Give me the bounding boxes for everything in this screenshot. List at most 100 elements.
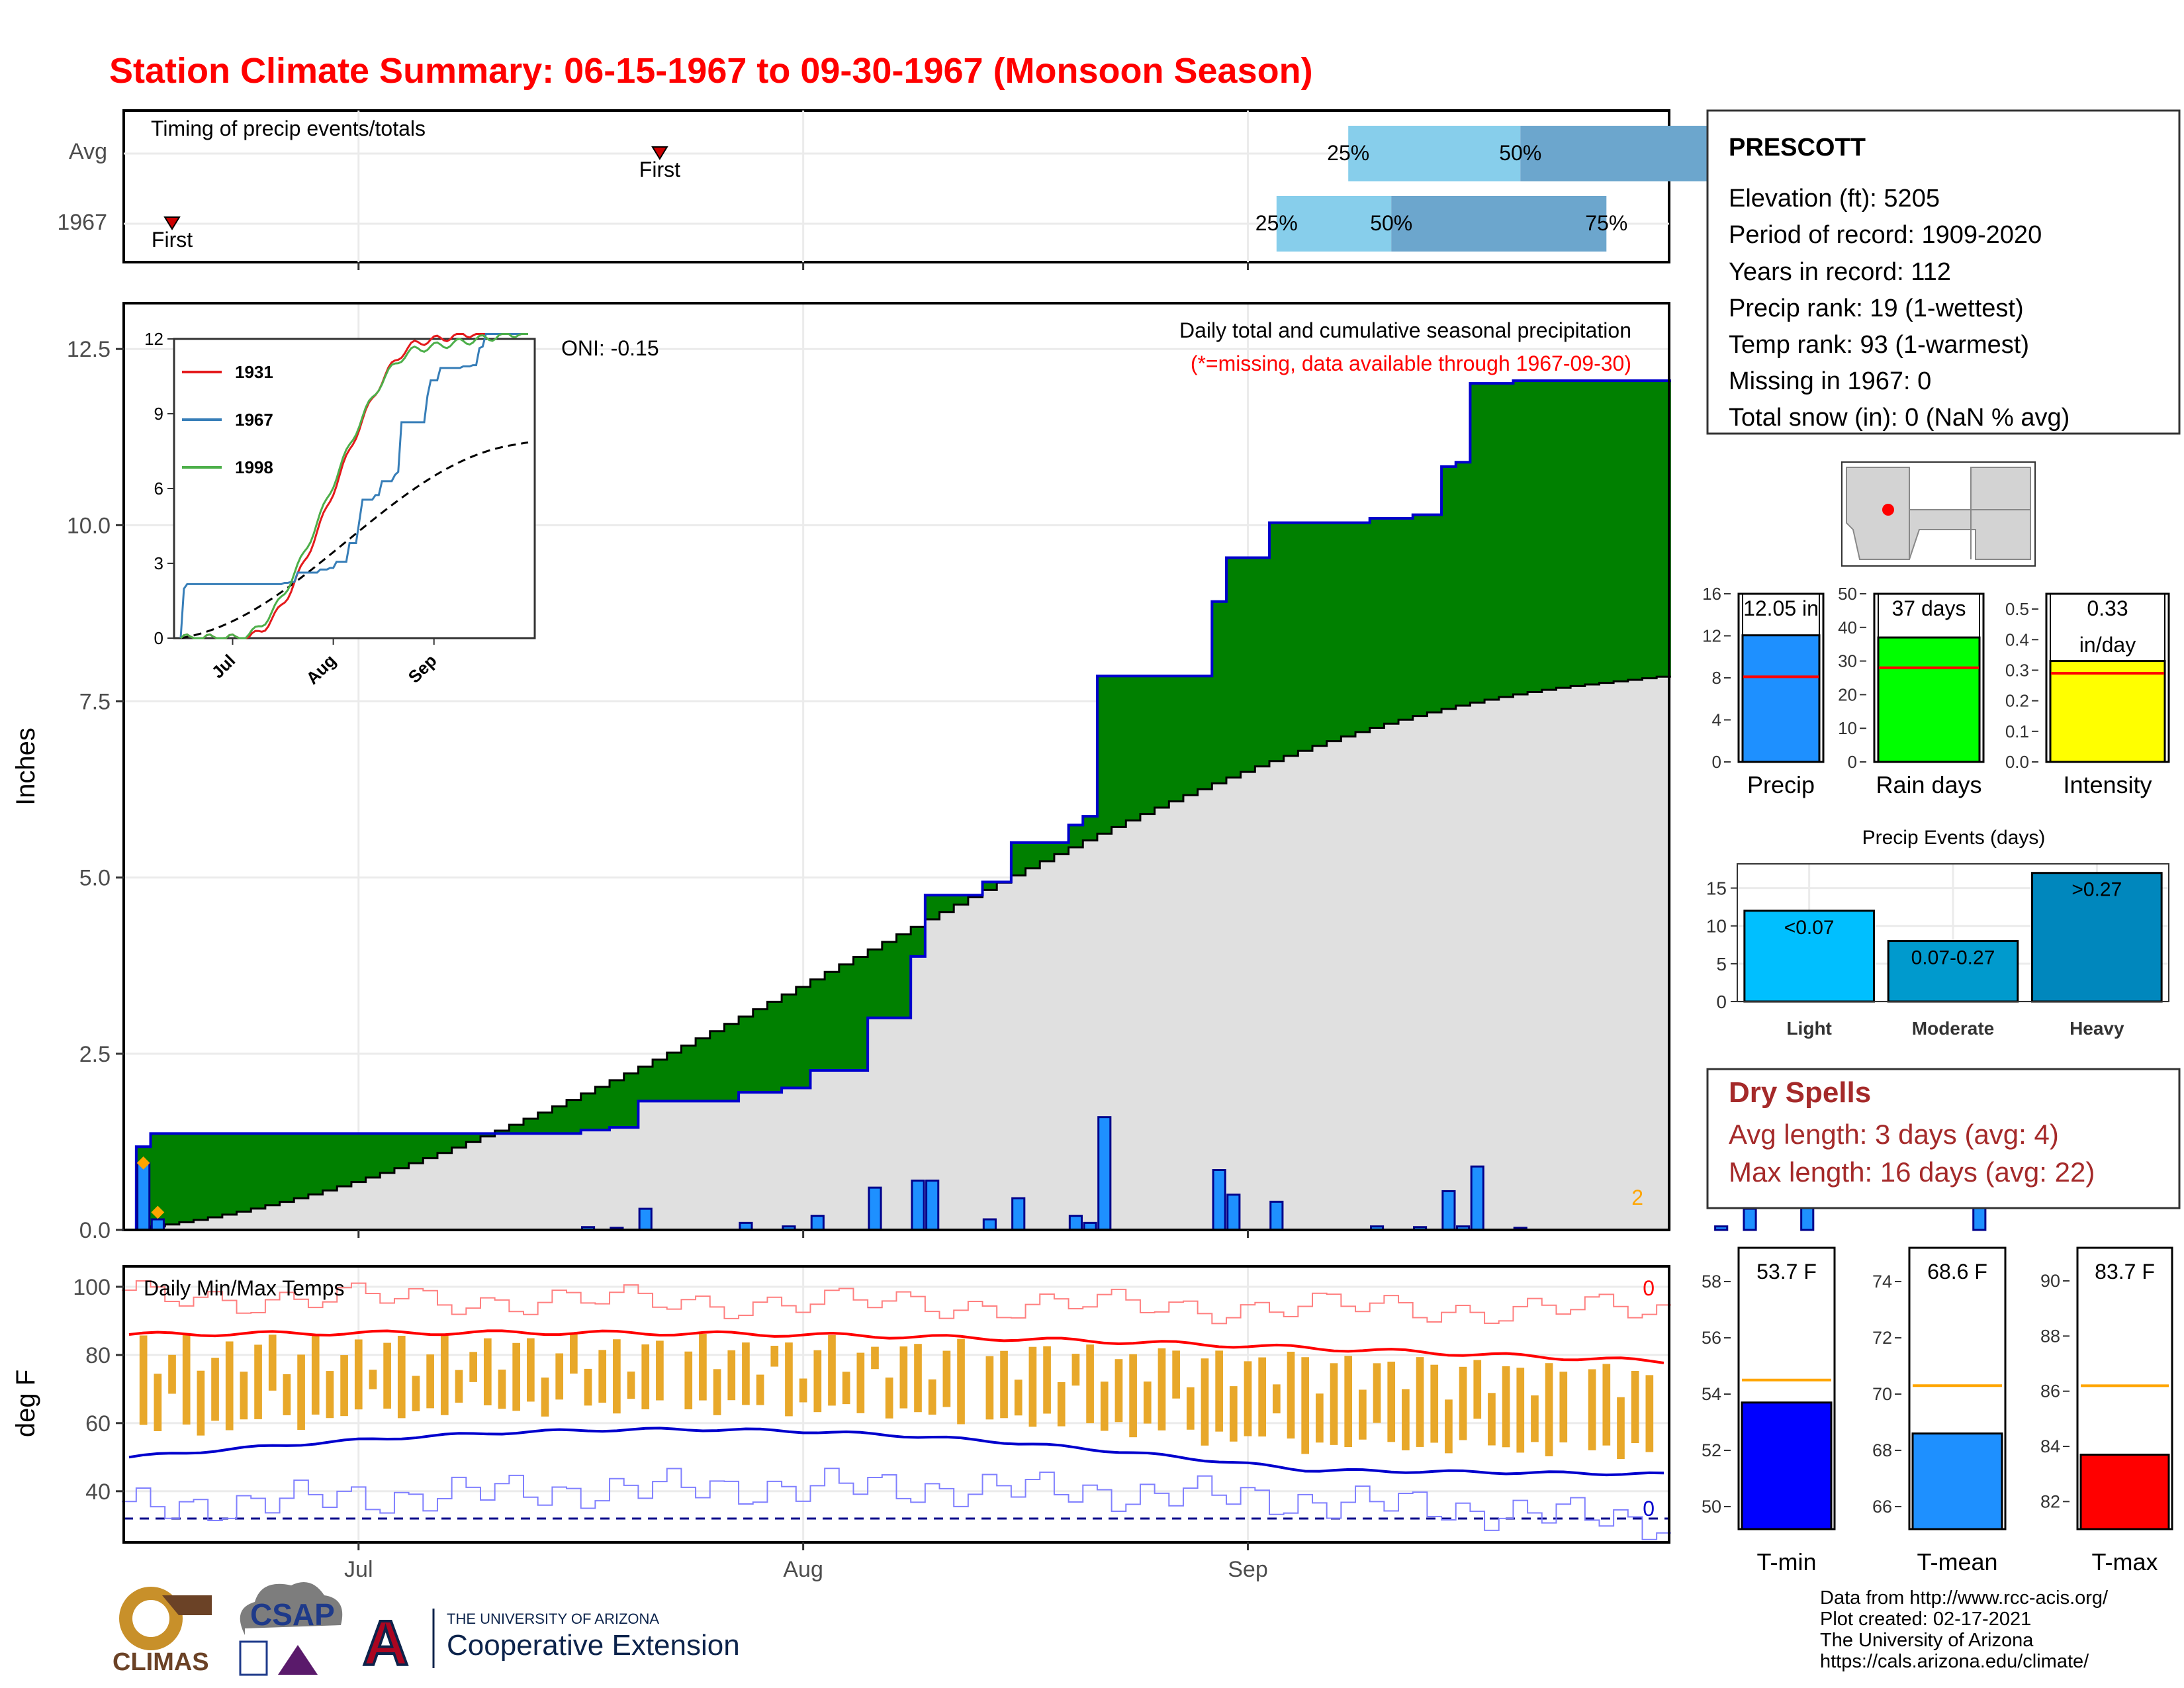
summary-y-tick-label: 12 [1702,626,1721,646]
daily-temp-bar [1387,1361,1396,1442]
daily-temp-bar [584,1368,592,1406]
event-bar-label: Moderate [1912,1018,1994,1039]
y-tick-label: 12.5 [67,337,111,362]
daily-precip-bar [1097,1116,1112,1231]
record-min-line [122,1468,1671,1540]
daily-precip-bar [150,1218,165,1231]
dry-spells-title: Dry Spells [1729,1076,1871,1109]
daily-temp-bar [1129,1354,1137,1438]
inset-y-tick-label: 0 [154,628,163,648]
daily-temp-bar [283,1374,291,1415]
min-record-count: 0 [1643,1497,1655,1521]
daily-temp-bar [1531,1395,1539,1442]
daily-temp-bar [1459,1366,1467,1440]
summary-y-tick-label: 0.2 [2005,691,2029,711]
temp-panel: 40 60 80 100 Jul Aug Sep deg F Daily Min/Max … [11,1265,1671,1582]
daily-temp-bar [1071,1354,1080,1386]
daily-temp-bar [512,1342,521,1411]
ua-big-text: Cooperative Extension [447,1629,740,1662]
daily-temp-bar [397,1335,406,1419]
temp-y-tick-label: 50 [1702,1497,1721,1517]
daily-temp-bar [756,1374,764,1405]
daily-precip-bar [136,1162,151,1231]
inset-avg-line [180,441,529,639]
daily-temp-bar [1301,1357,1310,1454]
summary-y-tick-label: 0.4 [2005,630,2029,649]
first-label: First [639,158,680,181]
daily-temp-bar [942,1350,951,1407]
station-name: PRESCOTT [1729,134,1866,162]
temp-bar-label: T-max [2091,1548,2158,1575]
temp-value-label: 68.6 F [1927,1260,1987,1284]
station-location-dot [1882,504,1894,516]
event-bar-label: Light [1786,1018,1831,1039]
dry-spells-avg: Avg length: 3 days (avg: 4) [1729,1119,2059,1150]
daily-temp-bar [383,1342,391,1409]
daily-temp-bar [799,1378,807,1403]
inset-y-tick-label: 12 [144,329,163,349]
daily-temp-bar [211,1358,219,1421]
daily-temp-bar [412,1376,420,1411]
daily-temp-bar [627,1371,635,1399]
temp-y-tick-label: 90 [2040,1271,2060,1291]
summary-y-tick-label: 0 [1712,752,1721,772]
daily-temp-bar [1488,1393,1496,1446]
daily-temp-bar [498,1369,506,1409]
daily-precip-bar [1212,1169,1226,1231]
daily-temp-bar [985,1356,994,1420]
q25-label: 25% [1327,141,1369,165]
temp-y-tick-label: 72 [1872,1328,1892,1348]
precip-panel: 0.0 2.5 5.0 7.5 10.0 12.5 Inches ONI: -0.15 D… [11,302,1987,1243]
summary-y-tick-label: 0.1 [2005,722,2029,741]
climas-logo-text: CLIMAS [113,1648,209,1676]
summary-bar-label: Intensity [2063,771,2152,798]
daily-temp-bar [641,1344,650,1409]
daily-temp-bar [928,1379,936,1415]
daily-temp-bar [570,1334,578,1374]
q25-q50-bar [1276,196,1392,252]
daily-temp-bar [1186,1387,1195,1430]
x-tick-label: Jul [344,1557,373,1582]
event-bar-value: <0.07 [1784,917,1835,939]
summary-y-tick-label: 10 [1838,718,1857,738]
summary-value-label: 0.33 [2087,596,2128,620]
footer-line: Data from http://www.rcc-acis.org/ [1820,1587,2109,1609]
daily-temp-bar [828,1335,836,1406]
events-y-tick-label: 0 [1716,992,1727,1012]
daily-precip-bar [638,1207,653,1231]
daily-temp-bar [842,1372,850,1405]
daily-temp-bar [483,1338,492,1405]
daily-temp-bar [1258,1357,1266,1437]
daily-temp-bar [914,1344,922,1413]
station-line: Temp rank: 93 (1-warmest) [1729,331,2029,359]
daily-temp-bar [139,1335,148,1425]
event-bar [1743,910,1875,1003]
daily-temp-bar [1215,1350,1223,1432]
first-marker [163,216,181,230]
footer-line: https://cals.arizona.edu/climate/ [1820,1651,2089,1672]
above-average-area [122,381,1671,1230]
daily-temp-bar [1201,1358,1209,1446]
temp-y-tick-label: 56 [1702,1328,1721,1348]
event-bar-value: 0.07-0.27 [1911,947,1995,969]
ua-small-text: THE UNIVERSITY OF ARIZONA [447,1611,659,1627]
daily-temp-bar [1402,1389,1410,1450]
daily-temp-bar [1645,1375,1654,1452]
cumulative-1967-line [122,379,1671,1231]
station-line: Period of record: 1909-2020 [1729,221,2042,249]
temp-y-tick-label: 52 [1702,1440,1721,1460]
daily-temp-bar [613,1339,621,1414]
daily-temp-bar [656,1340,664,1401]
temp-value-label: 83.7 F [2095,1260,2155,1284]
temp-bar-label: T-min [1757,1548,1817,1575]
daily-temp-bar [268,1335,277,1391]
daily-temp-bar [1373,1363,1381,1423]
daily-temp-bar [1100,1382,1109,1431]
daily-temp-bar [469,1352,477,1382]
daily-temp-bar [727,1350,736,1401]
event-bar [2031,872,2163,1003]
daily-temp-bar [225,1341,234,1430]
temp-y-tick-label: 82 [2040,1491,2060,1511]
y-tick-label: 40 [85,1479,111,1505]
summary-value-unit: in/day [2079,633,2136,657]
